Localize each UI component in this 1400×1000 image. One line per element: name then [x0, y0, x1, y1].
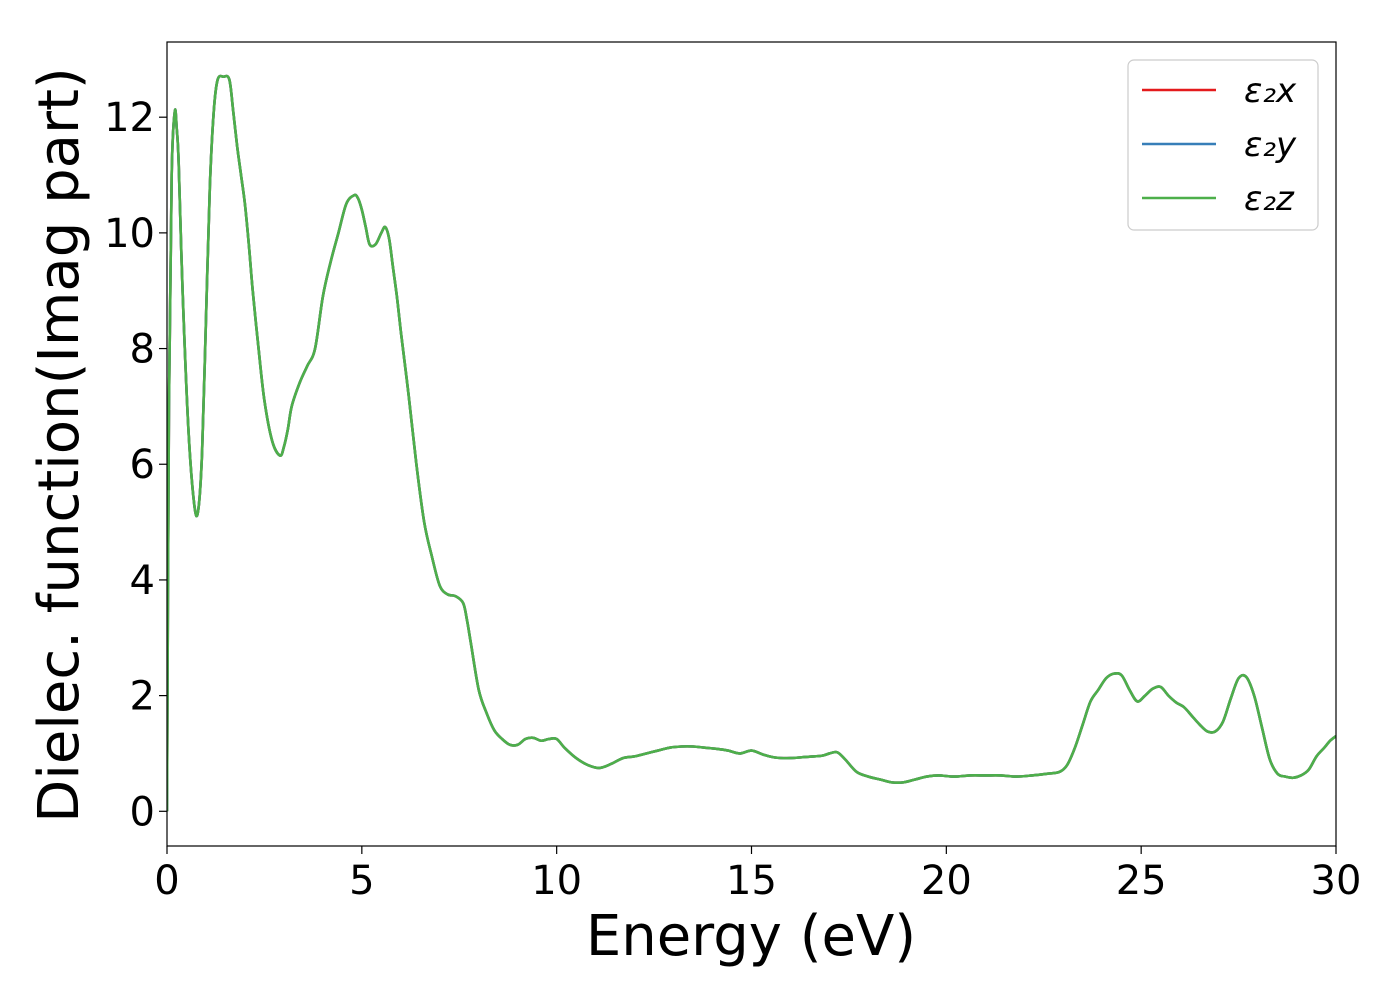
y-tick-label: 6: [130, 442, 155, 488]
y-tick-label: 2: [130, 674, 155, 720]
legend-label-2: ε₂y: [1244, 125, 1297, 165]
y-tick-label: 12: [104, 95, 155, 141]
x-axis-label: Energy (eV): [586, 904, 916, 969]
x-tick-label: 5: [349, 858, 374, 904]
legend-label-3: ε₂z: [1244, 179, 1295, 219]
y-tick-label: 8: [130, 327, 155, 373]
legend-label-1: ε₂x: [1244, 71, 1297, 111]
y-axis-ticks: 0 2 4 6 8 10 12: [104, 95, 167, 835]
x-tick-label: 25: [1116, 858, 1167, 904]
legend-box: [1127, 59, 1319, 231]
x-tick-label: 30: [1311, 858, 1362, 904]
series-line-3: [167, 74, 1336, 812]
x-tick-label: 20: [921, 858, 972, 904]
legend: ε₂x ε₂y ε₂z: [1127, 59, 1319, 231]
y-tick-label: 0: [130, 789, 155, 835]
series-layer: [167, 74, 1336, 812]
y-tick-label: 4: [130, 558, 155, 604]
x-tick-label: 0: [154, 858, 179, 904]
x-tick-label: 10: [531, 858, 582, 904]
y-axis-label: Dielec. function(Imag part): [27, 67, 92, 823]
x-tick-label: 15: [726, 858, 777, 904]
x-axis-ticks: 0 5 10 15 20 25 30: [154, 846, 1361, 904]
y-tick-label: 10: [104, 211, 155, 257]
